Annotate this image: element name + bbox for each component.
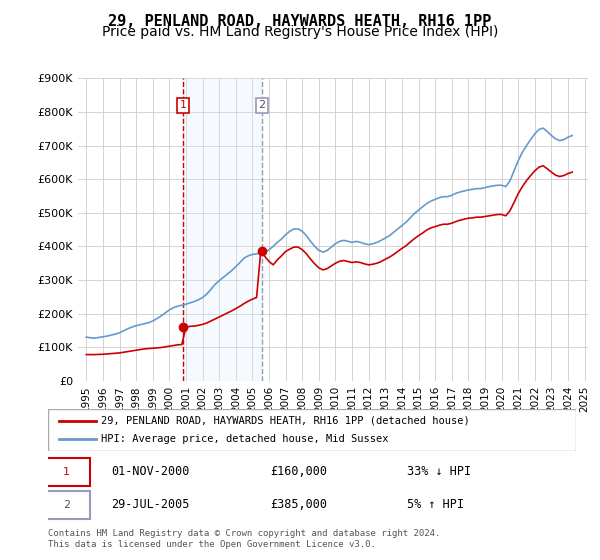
Text: 29, PENLAND ROAD, HAYWARDS HEATH, RH16 1PP (detached house): 29, PENLAND ROAD, HAYWARDS HEATH, RH16 1…: [101, 416, 470, 426]
Text: 33% ↓ HPI: 33% ↓ HPI: [407, 465, 471, 478]
Text: 29, PENLAND ROAD, HAYWARDS HEATH, RH16 1PP: 29, PENLAND ROAD, HAYWARDS HEATH, RH16 1…: [109, 14, 491, 29]
Text: 1: 1: [63, 467, 70, 477]
FancyBboxPatch shape: [43, 491, 90, 519]
Text: 1: 1: [179, 100, 187, 110]
FancyBboxPatch shape: [43, 458, 90, 486]
Text: 2: 2: [259, 100, 266, 110]
Text: Contains HM Land Registry data © Crown copyright and database right 2024.
This d: Contains HM Land Registry data © Crown c…: [48, 529, 440, 549]
Text: 29-JUL-2005: 29-JUL-2005: [112, 498, 190, 511]
Text: 5% ↑ HPI: 5% ↑ HPI: [407, 498, 464, 511]
Text: Price paid vs. HM Land Registry's House Price Index (HPI): Price paid vs. HM Land Registry's House …: [102, 25, 498, 39]
Bar: [183, 78, 262, 381]
FancyBboxPatch shape: [48, 409, 576, 451]
Text: 2: 2: [63, 500, 70, 510]
Text: £385,000: £385,000: [270, 498, 327, 511]
Text: £160,000: £160,000: [270, 465, 327, 478]
Text: HPI: Average price, detached house, Mid Sussex: HPI: Average price, detached house, Mid …: [101, 434, 388, 444]
Text: 01-NOV-2000: 01-NOV-2000: [112, 465, 190, 478]
